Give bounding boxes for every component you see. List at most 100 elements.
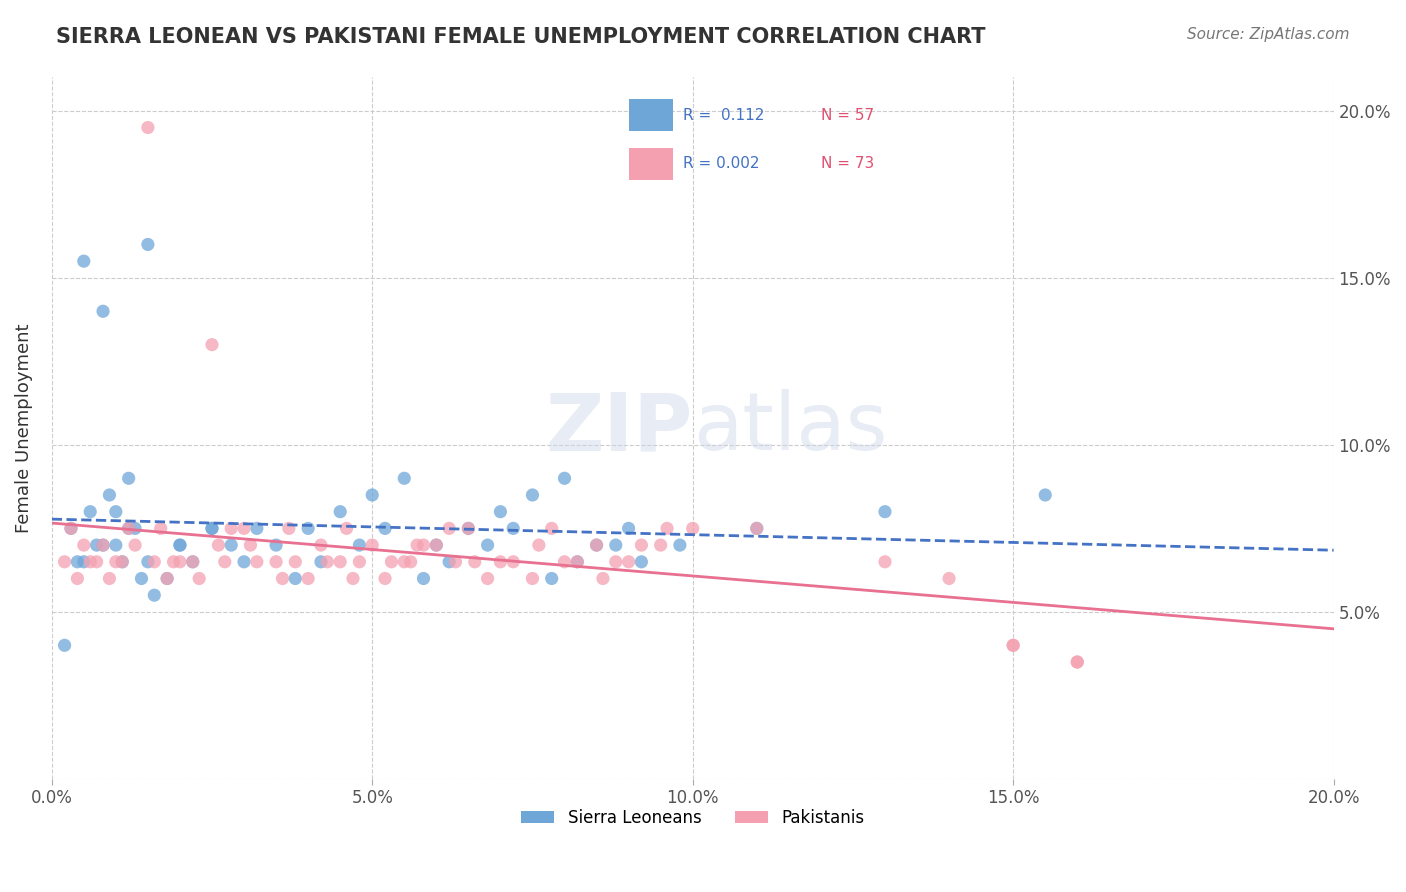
Point <box>617 521 640 535</box>
Text: N = 57: N = 57 <box>821 108 875 122</box>
Text: atlas: atlas <box>693 389 887 467</box>
Point <box>201 337 224 351</box>
Point <box>374 572 396 586</box>
Point <box>124 521 146 535</box>
Point <box>437 555 460 569</box>
Point <box>309 555 332 569</box>
Point <box>284 555 307 569</box>
Point <box>53 638 76 652</box>
Point <box>59 521 82 535</box>
Point <box>873 505 896 519</box>
Point <box>444 555 467 569</box>
Point <box>271 572 294 586</box>
Point <box>617 555 640 569</box>
Point <box>650 538 672 552</box>
Point <box>66 555 89 569</box>
Text: ZIP: ZIP <box>546 389 693 467</box>
Point <box>336 521 359 535</box>
Point <box>98 488 121 502</box>
Point <box>540 572 562 586</box>
Point <box>406 538 429 552</box>
Point <box>522 572 544 586</box>
Point <box>1066 655 1088 669</box>
Point <box>149 521 172 535</box>
Point <box>98 572 121 586</box>
Point <box>162 555 184 569</box>
Point <box>156 572 179 586</box>
Text: SIERRA LEONEAN VS PAKISTANI FEMALE UNEMPLOYMENT CORRELATION CHART: SIERRA LEONEAN VS PAKISTANI FEMALE UNEMP… <box>56 27 986 46</box>
Point <box>457 521 479 535</box>
Point <box>522 488 544 502</box>
Point <box>143 555 166 569</box>
Point <box>567 555 589 569</box>
Point <box>104 538 127 552</box>
Point <box>181 555 204 569</box>
Point <box>1033 488 1056 502</box>
Point <box>669 538 692 552</box>
Point <box>143 588 166 602</box>
Point <box>361 488 384 502</box>
Point <box>349 538 371 552</box>
Point <box>380 555 402 569</box>
Point <box>309 538 332 552</box>
Point <box>361 538 384 552</box>
Point <box>86 538 108 552</box>
Point <box>136 237 159 252</box>
Text: N = 73: N = 73 <box>821 156 875 171</box>
Point <box>124 538 146 552</box>
Point <box>477 572 499 586</box>
Point <box>53 555 76 569</box>
Legend: Sierra Leoneans, Pakistanis: Sierra Leoneans, Pakistanis <box>515 803 872 834</box>
Point <box>246 521 269 535</box>
Point <box>567 555 589 569</box>
Point <box>188 572 211 586</box>
Point <box>464 555 486 569</box>
Point <box>66 572 89 586</box>
Point <box>104 555 127 569</box>
Point <box>91 304 114 318</box>
Point <box>342 572 364 586</box>
Point <box>605 555 627 569</box>
Point <box>219 521 242 535</box>
Point <box>156 572 179 586</box>
Point <box>630 555 652 569</box>
Point <box>329 505 352 519</box>
Point <box>873 555 896 569</box>
Point <box>284 572 307 586</box>
Point <box>111 555 134 569</box>
Point <box>79 505 101 519</box>
Point <box>169 555 191 569</box>
Point <box>73 254 96 268</box>
Point <box>1002 638 1025 652</box>
Point <box>745 521 768 535</box>
Point <box>246 555 269 569</box>
Point <box>553 471 575 485</box>
Point <box>489 555 512 569</box>
Point <box>214 555 236 569</box>
Point <box>91 538 114 552</box>
Point <box>527 538 550 552</box>
Point <box>297 572 319 586</box>
Point <box>118 521 141 535</box>
Point <box>425 538 447 552</box>
Point <box>91 538 114 552</box>
Point <box>86 555 108 569</box>
Point <box>412 538 434 552</box>
Point <box>329 555 352 569</box>
Point <box>425 538 447 552</box>
Point <box>412 572 434 586</box>
Point <box>277 521 299 535</box>
Point <box>118 471 141 485</box>
Point <box>136 120 159 135</box>
Point <box>630 538 652 552</box>
Point <box>1002 638 1025 652</box>
Point <box>79 555 101 569</box>
Point <box>104 505 127 519</box>
Point <box>394 471 416 485</box>
Point <box>605 538 627 552</box>
Point <box>1066 655 1088 669</box>
Y-axis label: Female Unemployment: Female Unemployment <box>15 324 32 533</box>
Point <box>540 521 562 535</box>
Point <box>592 572 614 586</box>
Point <box>394 555 416 569</box>
